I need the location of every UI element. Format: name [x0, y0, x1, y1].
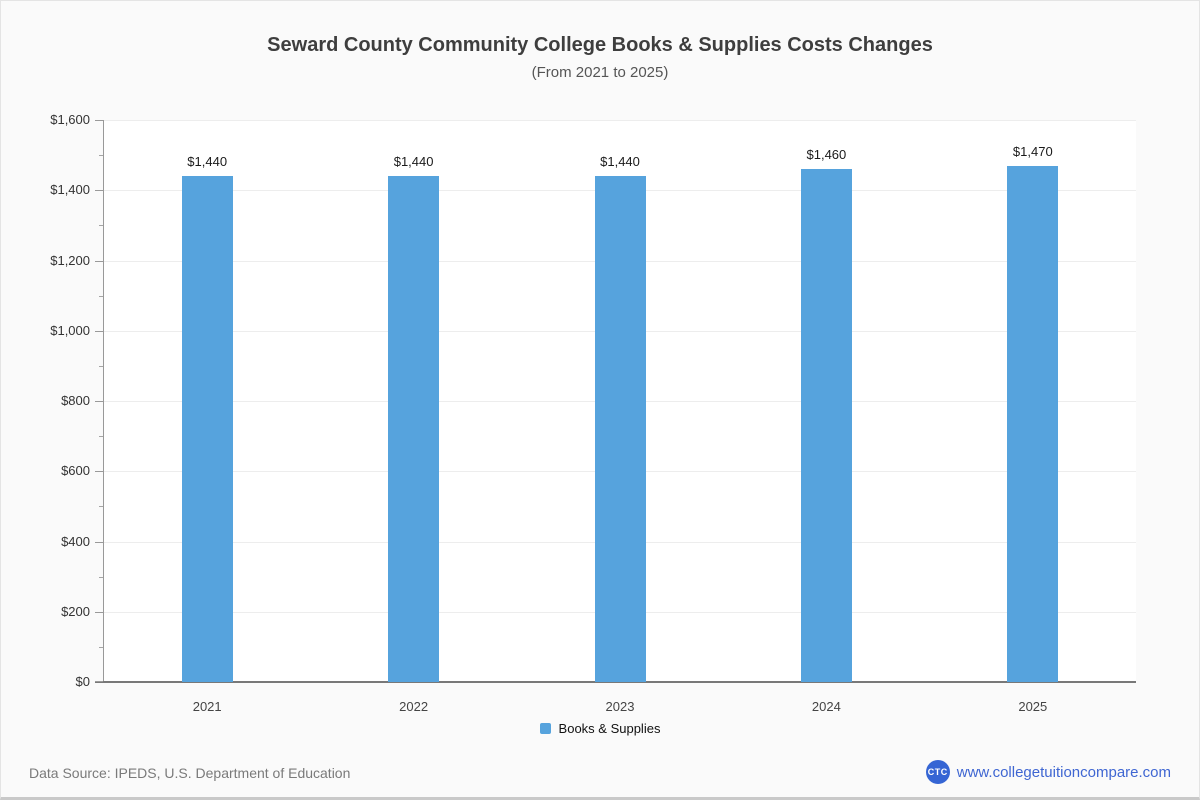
- y-axis-tick-label: $1,200: [50, 252, 90, 268]
- y-axis-major-tick: [95, 681, 103, 682]
- y-axis-tick-label: $0: [75, 674, 90, 689]
- bar-2022[interactable]: [388, 176, 439, 682]
- chart-title: Seward County Community College Books & …: [267, 34, 933, 56]
- y-axis-tick-label: $1,400: [50, 182, 90, 198]
- bar-2025[interactable]: [1007, 166, 1058, 682]
- y-axis-tick-label: $400: [61, 533, 90, 549]
- y-axis-minor-tick: [99, 436, 103, 438]
- y-gridline: [104, 120, 1136, 121]
- y-axis-minor-tick: [99, 576, 103, 578]
- y-axis-major-tick: [95, 611, 103, 613]
- legend-label: Books & Supplies: [558, 721, 661, 736]
- y-axis-major-tick: [95, 401, 103, 402]
- ctc-logo-icon: CTC: [925, 760, 950, 784]
- y-axis-tick-label: $800: [61, 393, 90, 408]
- y-axis-tick-label: $200: [61, 603, 90, 619]
- legend-swatch-icon: [539, 723, 551, 734]
- bar-2023[interactable]: [595, 176, 646, 682]
- y-axis-minor-tick: [99, 506, 103, 508]
- bar-value-label: $1,470: [1012, 144, 1053, 159]
- x-axis-tick-label: 2022: [399, 699, 429, 714]
- plot-area: $0 $200 $400 $600 $800 $1,000 $1,200 $1,400 $1,6…: [50, 112, 1136, 714]
- y-axis-major-tick: [95, 330, 103, 332]
- y-axis-minor-tick: [99, 365, 103, 367]
- x-axis-tick-label: 2023: [605, 699, 635, 714]
- y-axis-major-tick: [95, 120, 103, 121]
- y-axis-tick-label: $1,000: [50, 322, 90, 338]
- y-axis-minor-tick: [99, 295, 103, 297]
- chart-subtitle: (From 2021 to 2025): [531, 64, 669, 81]
- y-axis-tick-label: $600: [61, 463, 90, 479]
- y-axis-tick-label: $1,600: [50, 112, 90, 127]
- y-axis-minor-tick: [99, 225, 103, 227]
- data-source-text: Data Source: IPEDS, U.S. Department of E…: [29, 765, 351, 781]
- bar-value-label: $1,440: [187, 154, 228, 169]
- y-axis-major-tick: [95, 541, 103, 543]
- y-axis-minor-tick: [99, 155, 103, 157]
- x-axis-tick-label: 2025: [1018, 699, 1048, 714]
- y-axis-major-tick: [95, 190, 103, 192]
- y-axis-minor-tick: [99, 646, 103, 648]
- bar-value-label: $1,440: [393, 154, 434, 169]
- x-axis-line: [95, 681, 1136, 683]
- y-axis-major-tick: [95, 471, 103, 473]
- site-url-text: www.collegetuitioncompare.com: [956, 763, 1171, 781]
- bar-2021[interactable]: [182, 176, 233, 682]
- x-axis-tick-label: 2024: [811, 699, 841, 714]
- bar-value-label: $1,460: [806, 147, 847, 162]
- y-axis-line: [103, 120, 104, 682]
- legend[interactable]: Books & Supplies: [1, 721, 1199, 736]
- site-link[interactable]: CTC www.collegetuitioncompare.com: [925, 760, 1171, 784]
- y-axis-major-tick: [95, 260, 103, 262]
- bar-2024[interactable]: [801, 169, 852, 682]
- x-axis-tick-label: 2021: [192, 699, 222, 714]
- bar-value-label: $1,440: [600, 154, 640, 169]
